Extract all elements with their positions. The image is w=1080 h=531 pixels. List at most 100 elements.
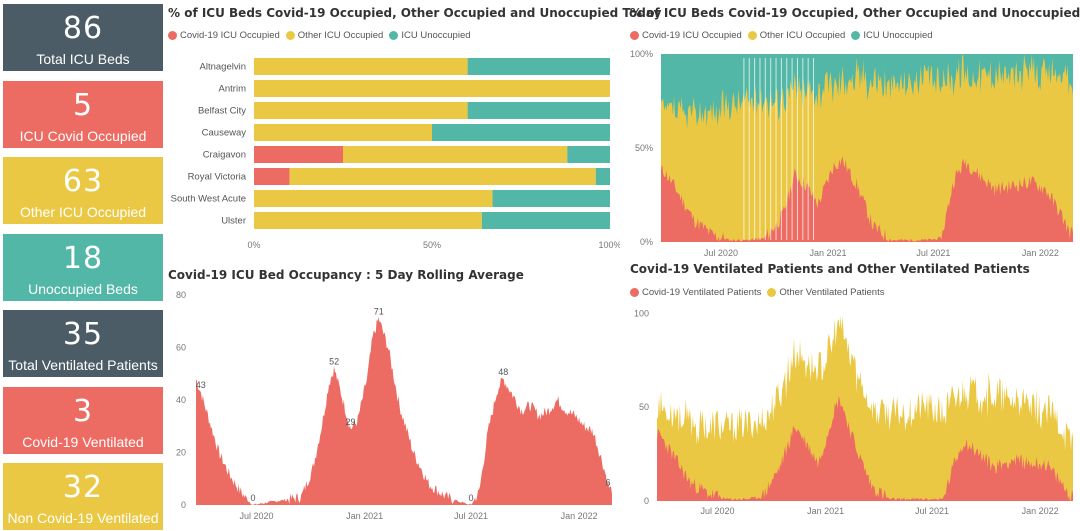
- data-gap-line: [770, 58, 772, 240]
- kpi-total-ventilated: 35 Total Ventilated Patients: [3, 310, 163, 377]
- bar-segment: [467, 102, 610, 119]
- bar-segment: [567, 146, 610, 163]
- data-gap-line: [791, 58, 793, 240]
- category-label: Altnagelvin: [200, 62, 246, 73]
- kpi-other-icu-occupied: 63 Other ICU Occupied: [3, 157, 163, 224]
- category-label: Antrim: [219, 84, 247, 95]
- y-tick-label: 100%: [630, 49, 653, 59]
- data-gap-line: [786, 58, 788, 240]
- rolling-chart-title: Covid-19 ICU Bed Occupancy : 5 Day Rolli…: [168, 268, 524, 282]
- data-label: 0: [250, 493, 255, 503]
- kpi-label: Unoccupied Beds: [28, 281, 138, 297]
- y-tick-label: 40: [176, 395, 186, 405]
- today-stacked-bar-chart[interactable]: Altnagelvin Antrim Belfast City Causeway Cra…: [160, 48, 620, 263]
- x-tick-label: 50%: [423, 240, 441, 250]
- legend-label: Other ICU Occupied: [297, 30, 384, 41]
- bar-segment: [481, 212, 610, 229]
- x-tick-label: Jul 2020: [704, 248, 738, 258]
- today-legend[interactable]: Covid-19 ICU Occupied Other ICU Occupied…: [168, 30, 477, 41]
- data-label: 43: [196, 380, 206, 390]
- data-gap-line: [813, 58, 815, 240]
- today-chart-title: % of ICU Beds Covid-19 Occupied, Other O…: [168, 6, 662, 20]
- bar-segment: [432, 124, 610, 141]
- kpi-value: 18: [62, 241, 104, 276]
- data-label: 29: [346, 417, 356, 427]
- covid-ventilated-area: [657, 395, 1073, 501]
- y-tick-label: 50: [639, 402, 649, 412]
- kpi-label: Other ICU Occupied: [19, 204, 147, 220]
- bar-segment: [343, 146, 568, 163]
- bar-segment: [289, 168, 596, 185]
- data-gap-line: [759, 58, 761, 240]
- data-gap-line: [775, 58, 777, 240]
- legend-label: ICU Unoccupied: [401, 30, 471, 41]
- trend-stacked-area-chart[interactable]: 0% 50% 100% Jul 2020 Jan 2021 Jul 2021 Jan 202…: [625, 48, 1077, 263]
- y-tick-label: 20: [176, 448, 186, 458]
- x-tick-label: Jan 2021: [809, 248, 846, 258]
- kpi-value: 32: [62, 470, 104, 505]
- legend-unocc-dot-icon: [851, 31, 861, 40]
- kpi-covid-ventilated: 3 Covid-19 Ventilated: [3, 387, 163, 454]
- legend-label: Other Ventilated Patients: [779, 287, 885, 298]
- x-tick-label: Jan 2022: [561, 511, 598, 521]
- kpi-value: 5: [72, 88, 94, 123]
- legend-other-dot-icon: [285, 31, 295, 40]
- rolling-average-area-chart[interactable]: 0 20 40 60 80 43 0 52 29 71 0 48 6 Jul 2020 Jan 2021 Ju…: [160, 284, 620, 529]
- category-label: Ulster: [221, 216, 246, 227]
- category-label: Craigavon: [203, 150, 246, 161]
- x-tick-label: Jul 2020: [240, 511, 274, 521]
- ventilated-stacked-area-chart[interactable]: 0 50 100 Jul 2020 Jan 2021 Jul 2021 Jan 2022: [625, 300, 1077, 529]
- legend-other-dot-icon: [767, 288, 777, 297]
- x-tick-label: Jan 2022: [1022, 506, 1059, 516]
- x-tick-label: 0%: [247, 240, 260, 250]
- x-tick-label: 100%: [598, 240, 620, 250]
- bar-segment: [254, 124, 432, 141]
- vent-legend[interactable]: Covid-19 Ventilated Patients Other Venti…: [630, 287, 890, 298]
- x-tick-label: Jul 2021: [916, 248, 950, 258]
- data-gap-line: [802, 58, 804, 240]
- vent-chart-title: Covid-19 Ventilated Patients and Other V…: [630, 262, 1030, 276]
- bar-segment: [254, 212, 482, 229]
- y-tick-label: 50%: [635, 143, 653, 153]
- y-tick-label: 0: [644, 496, 649, 506]
- kpi-unoccupied-beds: 18 Unoccupied Beds: [3, 234, 163, 301]
- legend-unocc-dot-icon: [389, 31, 399, 40]
- kpi-value: 35: [62, 317, 104, 352]
- trend-legend[interactable]: Covid-19 ICU Occupied Other ICU Occupied…: [630, 30, 939, 41]
- covid-occupancy-area: [196, 317, 612, 505]
- data-gap-line: [743, 58, 745, 240]
- x-tick-label: Jan 2022: [1022, 248, 1059, 258]
- kpi-label: ICU Covid Occupied: [19, 128, 147, 144]
- y-tick-label: 60: [176, 343, 186, 353]
- kpi-total-icu-beds: 86 Total ICU Beds: [3, 4, 163, 71]
- data-label: 0: [468, 493, 473, 503]
- legend-label: ICU Unoccupied: [863, 30, 933, 41]
- x-tick-label: Jan 2021: [346, 511, 383, 521]
- kpi-value: 3: [72, 394, 94, 429]
- y-tick-label: 80: [176, 290, 186, 300]
- category-label: Belfast City: [198, 106, 246, 117]
- legend-label: Covid-19 ICU Occupied: [180, 30, 280, 41]
- legend-covid-dot-icon: [630, 288, 639, 297]
- bar-segment: [467, 58, 610, 75]
- kpi-label: Covid-19 Ventilated: [22, 434, 144, 450]
- data-gap-line: [764, 58, 766, 240]
- legend-label: Covid-19 ICU Occupied: [642, 30, 742, 41]
- legend-label: Covid-19 Ventilated Patients: [642, 287, 762, 298]
- data-gap-line: [748, 58, 750, 240]
- kpi-label: Total ICU Beds: [36, 51, 130, 67]
- kpi-icu-covid-occupied: 5 ICU Covid Occupied: [3, 81, 163, 148]
- legend-label: Other ICU Occupied: [759, 30, 846, 41]
- trend-chart-title: % of ICU Beds Covid-19 Occupied, Other O…: [630, 6, 1080, 20]
- bar-segment: [254, 146, 343, 163]
- data-gap-line: [807, 58, 809, 240]
- data-label: 71: [374, 307, 384, 317]
- x-tick-label: Jul 2021: [915, 506, 949, 516]
- kpi-label: Non Covid-19 Ventilated: [7, 510, 159, 526]
- bar-segment: [492, 190, 610, 207]
- data-label: 48: [498, 367, 508, 377]
- data-gap-line: [780, 58, 782, 240]
- kpi-value: 86: [62, 11, 104, 46]
- bar-segment: [254, 102, 468, 119]
- covid-occupied-area: [661, 156, 1073, 242]
